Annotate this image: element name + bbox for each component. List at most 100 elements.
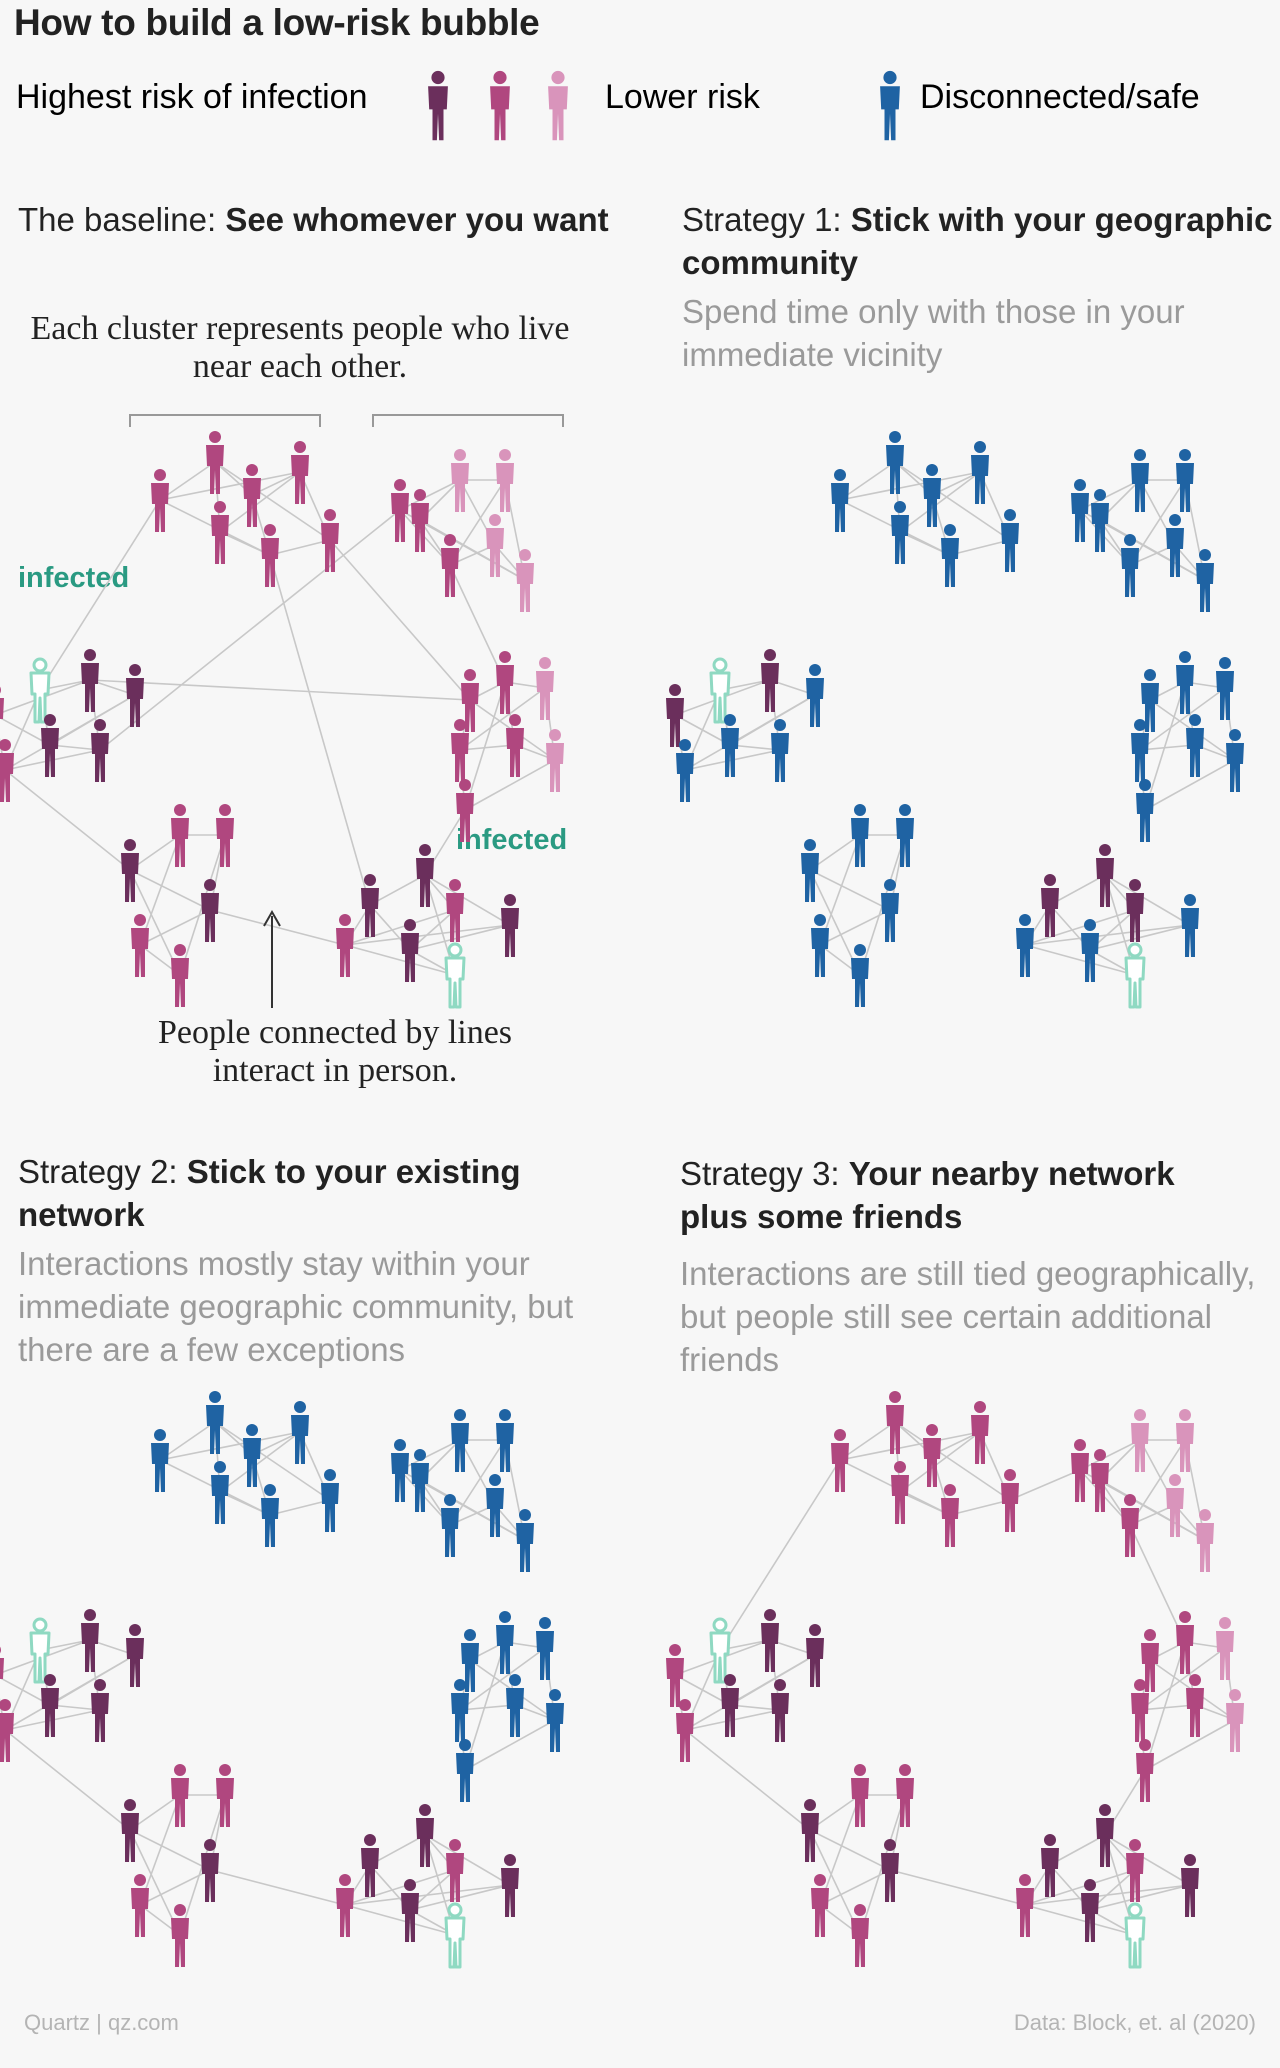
person-icon [1131,719,1149,782]
person-icon [851,944,869,1007]
person-icon [501,1854,519,1917]
connection-line [729,744,781,751]
footer-source-right: Data: Block, et. al (2020) [1013,2010,1256,2035]
connection-line [1024,909,1136,946]
connection-line [464,1719,556,1771]
person-icon [1121,534,1139,597]
person-icon [851,1904,869,1967]
person-icon [211,1461,229,1524]
person-icon [461,669,479,732]
connection-line [159,1421,216,1461]
person-icon [1196,549,1214,612]
connection-line [1129,1524,1186,1643]
connection-line [1024,1884,1191,1906]
person-icon [496,1611,514,1674]
person-icon [216,1764,234,1827]
person-icon [1176,449,1194,512]
person-icon [1096,1804,1114,1867]
s3-title: Strategy 3: Your nearby network plus som… [680,1155,1175,1235]
connection-line [684,1729,811,1831]
connection-line [1024,1904,1136,1936]
connection-line [129,869,181,976]
person-icon [1186,1674,1204,1737]
infected-label-2: infected [456,824,568,856]
connection-line [4,769,131,871]
connection-line [89,679,471,701]
connection-line [344,1869,456,1906]
person-icon [811,914,829,977]
person-icon [886,1391,904,1454]
connection-line [1129,479,1186,566]
connection-line [839,1431,981,1461]
person-icon [1041,874,1059,937]
person-icon [831,1429,849,1492]
person-icon [881,879,899,942]
connection-line [399,479,461,511]
person-icon [131,1874,149,1937]
person-icon [451,1679,469,1742]
person-icon [401,919,419,982]
person-icon [1001,509,1019,572]
person-icon [171,944,189,1007]
person-icon [1186,714,1204,777]
person-icon [401,1879,419,1942]
person-icon [1131,1409,1149,1472]
person-icon [336,1874,354,1937]
person-icon [0,1699,14,1762]
person-icon [121,1799,139,1862]
person-icon [811,1874,829,1937]
person-icon [1091,1449,1109,1512]
connection-line [0,716,51,746]
person-icon [361,874,379,937]
person-icon [1136,779,1154,842]
person-icon [1176,1409,1194,1472]
connection-line [49,1704,101,1711]
connection-line [839,1421,896,1461]
person-icon [536,1617,554,1680]
person-icon [831,469,849,532]
connection-line [1024,944,1136,976]
connection-line [159,471,301,501]
person-icon [896,804,914,867]
s3-subtitle: Interactions are still tied geographical… [680,1255,1256,1378]
person-icon [416,1804,434,1867]
connection-line [4,694,136,771]
person-icon [721,1674,739,1737]
connection-line [819,834,861,946]
baseline-annotation-top: Each cluster represents people who live … [30,310,570,385]
person-icon [891,501,909,564]
person-icon [1136,1739,1154,1802]
connection-line [219,471,301,533]
person-icon [1181,894,1199,957]
connection-line [719,1459,841,1651]
connection-line [464,759,556,811]
person-icon [171,804,189,867]
connection-line [4,1729,131,1831]
connection-line [344,924,511,946]
person-icon [1141,669,1159,732]
person-icon [1081,1879,1099,1942]
person-icon [1126,1839,1144,1902]
connection-line [129,869,211,911]
connection-line [809,1829,861,1936]
person-icon [1226,1689,1244,1752]
person-icon [126,664,144,727]
person-icon [151,469,169,532]
connection-line [449,564,506,683]
person-icon [761,649,779,712]
legend-low-label: Lower risk [605,78,760,116]
connection-line [269,554,371,906]
s2-title: Strategy 2: Stick to your existing netwo… [18,1153,521,1233]
person-icon [243,464,261,527]
person-icon [0,1646,4,1707]
connection-line [1144,759,1236,811]
person-icon [441,1494,459,1557]
connection-line [1139,1647,1226,1711]
person-icon [771,1679,789,1742]
person-icon [171,1904,189,1967]
person-icon [201,1839,219,1902]
legend-person-icon [490,70,510,141]
person-icon [1166,514,1184,577]
legend-high-label: Highest risk of infection [16,78,368,116]
person-icon [546,729,564,792]
